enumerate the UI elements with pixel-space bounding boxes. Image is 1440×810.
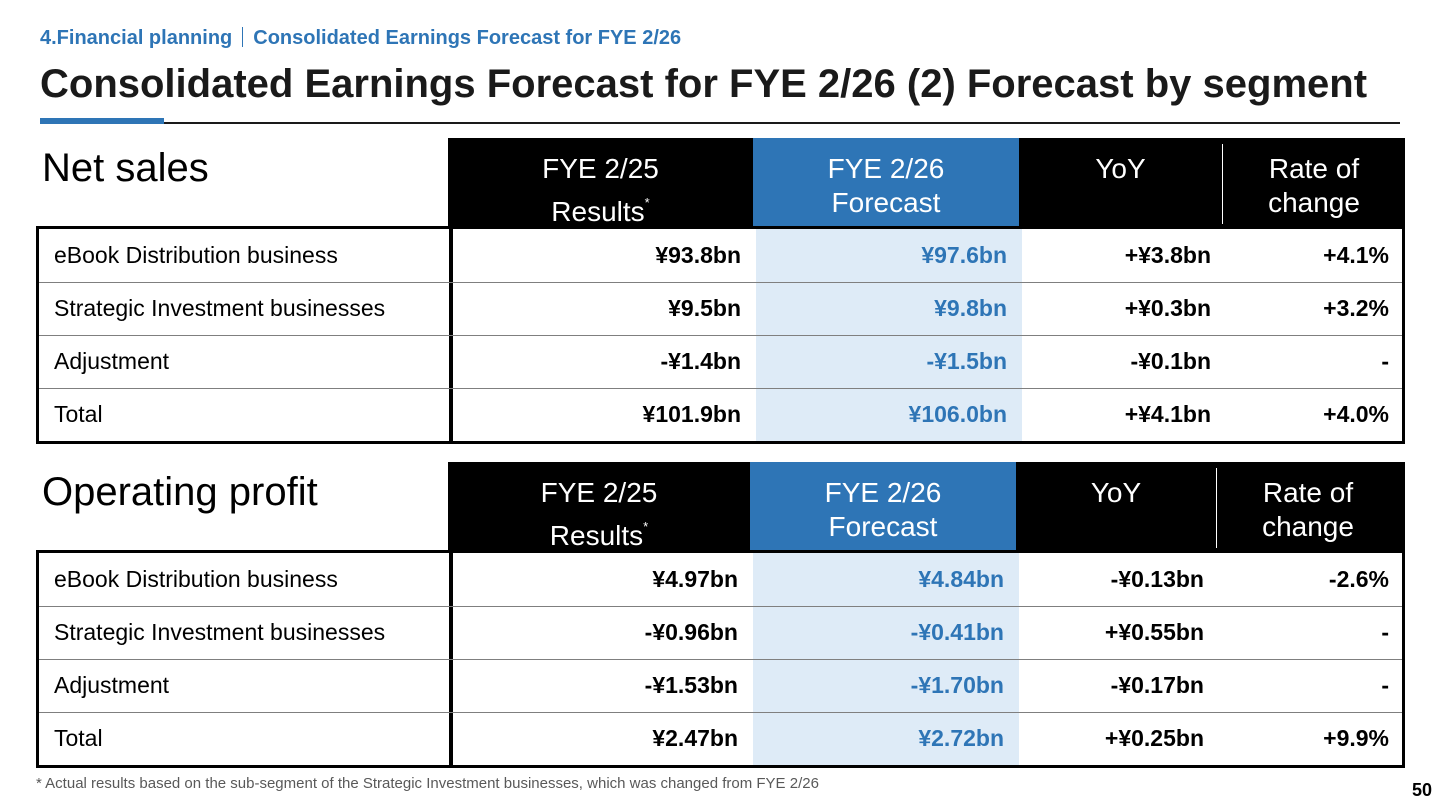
- results-value: ¥93.8bn: [655, 242, 741, 268]
- results-asterisk: *: [643, 519, 649, 534]
- column-header-rate-line2: change: [1262, 511, 1354, 542]
- results-value: ¥4.97bn: [652, 566, 738, 592]
- results-value: ¥9.5bn: [668, 295, 741, 321]
- column-header-results-line1: FYE 2/25: [540, 477, 658, 508]
- table-row: Strategic Investment businesses ¥9.5bn ¥…: [39, 282, 1402, 335]
- segment-name: Total: [54, 401, 103, 427]
- breadcrumb-section: 4.Financial planning: [40, 27, 233, 49]
- net-sales-table: eBook Distribution business ¥93.8bn ¥97.…: [36, 226, 1405, 444]
- yoy-value: +¥3.8bn: [1124, 242, 1211, 268]
- column-header-forecast: FYE 2/26 Forecast: [753, 138, 1019, 228]
- column-header-results: FYE 2/25 Results*: [448, 138, 753, 228]
- column-header-forecast-line1: FYE 2/26: [824, 477, 942, 508]
- column-header-yoy-text: YoY: [1090, 477, 1142, 508]
- page-number: 50: [1411, 780, 1432, 800]
- table-row: Strategic Investment businesses -¥0.96bn…: [39, 606, 1402, 659]
- table-row: Total ¥2.47bn ¥2.72bn +¥0.25bn +9.9%: [39, 712, 1402, 765]
- column-header-results-line2: Results*: [448, 186, 753, 229]
- row-divider: [39, 659, 1402, 660]
- column-header-rate-line1: Rate of: [1268, 153, 1360, 184]
- table-row: Total ¥101.9bn ¥106.0bn +¥4.1bn +4.0%: [39, 388, 1402, 441]
- forecast-value: ¥106.0bn: [908, 401, 1007, 427]
- row-divider: [39, 335, 1402, 336]
- segment-name: Adjustment: [54, 672, 170, 698]
- results-value: -¥1.53bn: [644, 672, 738, 698]
- column-header-forecast-line1: FYE 2/26: [827, 153, 945, 184]
- segment-name: eBook Distribution business: [54, 242, 338, 268]
- row-divider: [39, 606, 1402, 607]
- yoy-value: -¥0.13bn: [1110, 566, 1204, 592]
- rate-value: -: [1381, 672, 1389, 698]
- rate-value: -: [1381, 348, 1389, 374]
- rate-value: +4.0%: [1323, 401, 1389, 427]
- segment-name: Total: [54, 725, 103, 751]
- column-header-rate-line1: Rate of: [1262, 477, 1354, 508]
- breadcrumb-subsection: Consolidated Earnings Forecast for FYE 2…: [253, 27, 682, 49]
- segment-name: Strategic Investment businesses: [54, 295, 386, 321]
- yoy-value: -¥0.1bn: [1130, 348, 1211, 374]
- yoy-value: +¥4.1bn: [1124, 401, 1211, 427]
- breadcrumb-separator: [242, 27, 244, 47]
- operating-profit-table-header: FYE 2/25 Results* FYE 2/26 Forecast YoY …: [448, 462, 1405, 552]
- results-value: ¥101.9bn: [642, 401, 741, 427]
- row-divider: [39, 712, 1402, 713]
- rate-value: -: [1381, 619, 1389, 645]
- forecast-value: ¥2.72bn: [918, 725, 1004, 751]
- results-value: -¥0.96bn: [644, 619, 738, 645]
- column-header-forecast: FYE 2/26 Forecast: [750, 462, 1016, 552]
- segment-name: Adjustment: [54, 348, 170, 374]
- table-row: eBook Distribution business ¥93.8bn ¥97.…: [39, 229, 1402, 282]
- header-divider: [1216, 468, 1217, 548]
- results-text: Results: [549, 520, 644, 551]
- results-value: -¥1.4bn: [660, 348, 741, 374]
- column-header-rate-line2: change: [1268, 187, 1360, 218]
- column-header-rate: Rate of change: [1223, 138, 1405, 228]
- yoy-value: -¥0.17bn: [1110, 672, 1204, 698]
- forecast-value: -¥1.70bn: [910, 672, 1004, 698]
- header-divider: [1222, 144, 1223, 224]
- breadcrumb: 4.Financial planning Consolidated Earning…: [40, 27, 681, 50]
- results-value: ¥2.47bn: [652, 725, 738, 751]
- column-header-forecast-line2: Forecast: [831, 187, 941, 218]
- operating-profit-section: Operating profit FYE 2/25 Results* FYE 2…: [36, 462, 1405, 768]
- net-sales-section: Net sales FYE 2/25 Results* FYE 2/26 For…: [36, 138, 1405, 444]
- forecast-value: ¥9.8bn: [934, 295, 1007, 321]
- rate-value: +4.1%: [1323, 242, 1389, 268]
- results-text: Results: [551, 196, 645, 227]
- row-divider: [39, 388, 1402, 389]
- table-row: Adjustment -¥1.4bn -¥1.5bn -¥0.1bn -: [39, 335, 1402, 388]
- operating-profit-label: Operating profit: [42, 470, 318, 514]
- rate-value: -2.6%: [1328, 566, 1389, 592]
- segment-name: Strategic Investment businesses: [54, 619, 386, 645]
- forecast-value: ¥97.6bn: [921, 242, 1007, 268]
- segment-name: eBook Distribution business: [54, 566, 338, 592]
- column-header-rate: Rate of change: [1217, 462, 1399, 552]
- forecast-value: ¥4.84bn: [918, 566, 1004, 592]
- net-sales-label: Net sales: [42, 146, 209, 190]
- title-accent-bar: [40, 118, 164, 124]
- rate-value: +3.2%: [1323, 295, 1389, 321]
- yoy-value: +¥0.3bn: [1124, 295, 1211, 321]
- row-divider: [39, 282, 1402, 283]
- column-header-results: FYE 2/25 Results*: [448, 462, 750, 552]
- table-row: eBook Distribution business ¥4.97bn ¥4.8…: [39, 553, 1402, 606]
- net-sales-table-header: FYE 2/25 Results* FYE 2/26 Forecast YoY …: [448, 138, 1405, 228]
- results-asterisk: *: [644, 195, 650, 210]
- title-divider: [40, 122, 1400, 124]
- forecast-value: -¥0.41bn: [910, 619, 1004, 645]
- yoy-value: +¥0.55bn: [1104, 619, 1204, 645]
- column-header-results-line2: Results*: [448, 510, 750, 553]
- table-row: Adjustment -¥1.53bn -¥1.70bn -¥0.17bn -: [39, 659, 1402, 712]
- column-header-results-line1: FYE 2/25: [542, 153, 659, 184]
- column-header-yoy-text: YoY: [1095, 153, 1146, 184]
- column-header-forecast-line2: Forecast: [828, 511, 938, 542]
- yoy-value: +¥0.25bn: [1104, 725, 1204, 751]
- forecast-value: -¥1.5bn: [926, 348, 1007, 374]
- footnote: * Actual results based on the sub-segmen…: [36, 775, 819, 792]
- rate-value: +9.9%: [1323, 725, 1389, 751]
- page-title: Consolidated Earnings Forecast for FYE 2…: [40, 62, 1368, 106]
- column-header-yoy: YoY: [1016, 462, 1216, 552]
- column-header-yoy: YoY: [1019, 138, 1222, 228]
- operating-profit-table: eBook Distribution business ¥4.97bn ¥4.8…: [36, 550, 1405, 768]
